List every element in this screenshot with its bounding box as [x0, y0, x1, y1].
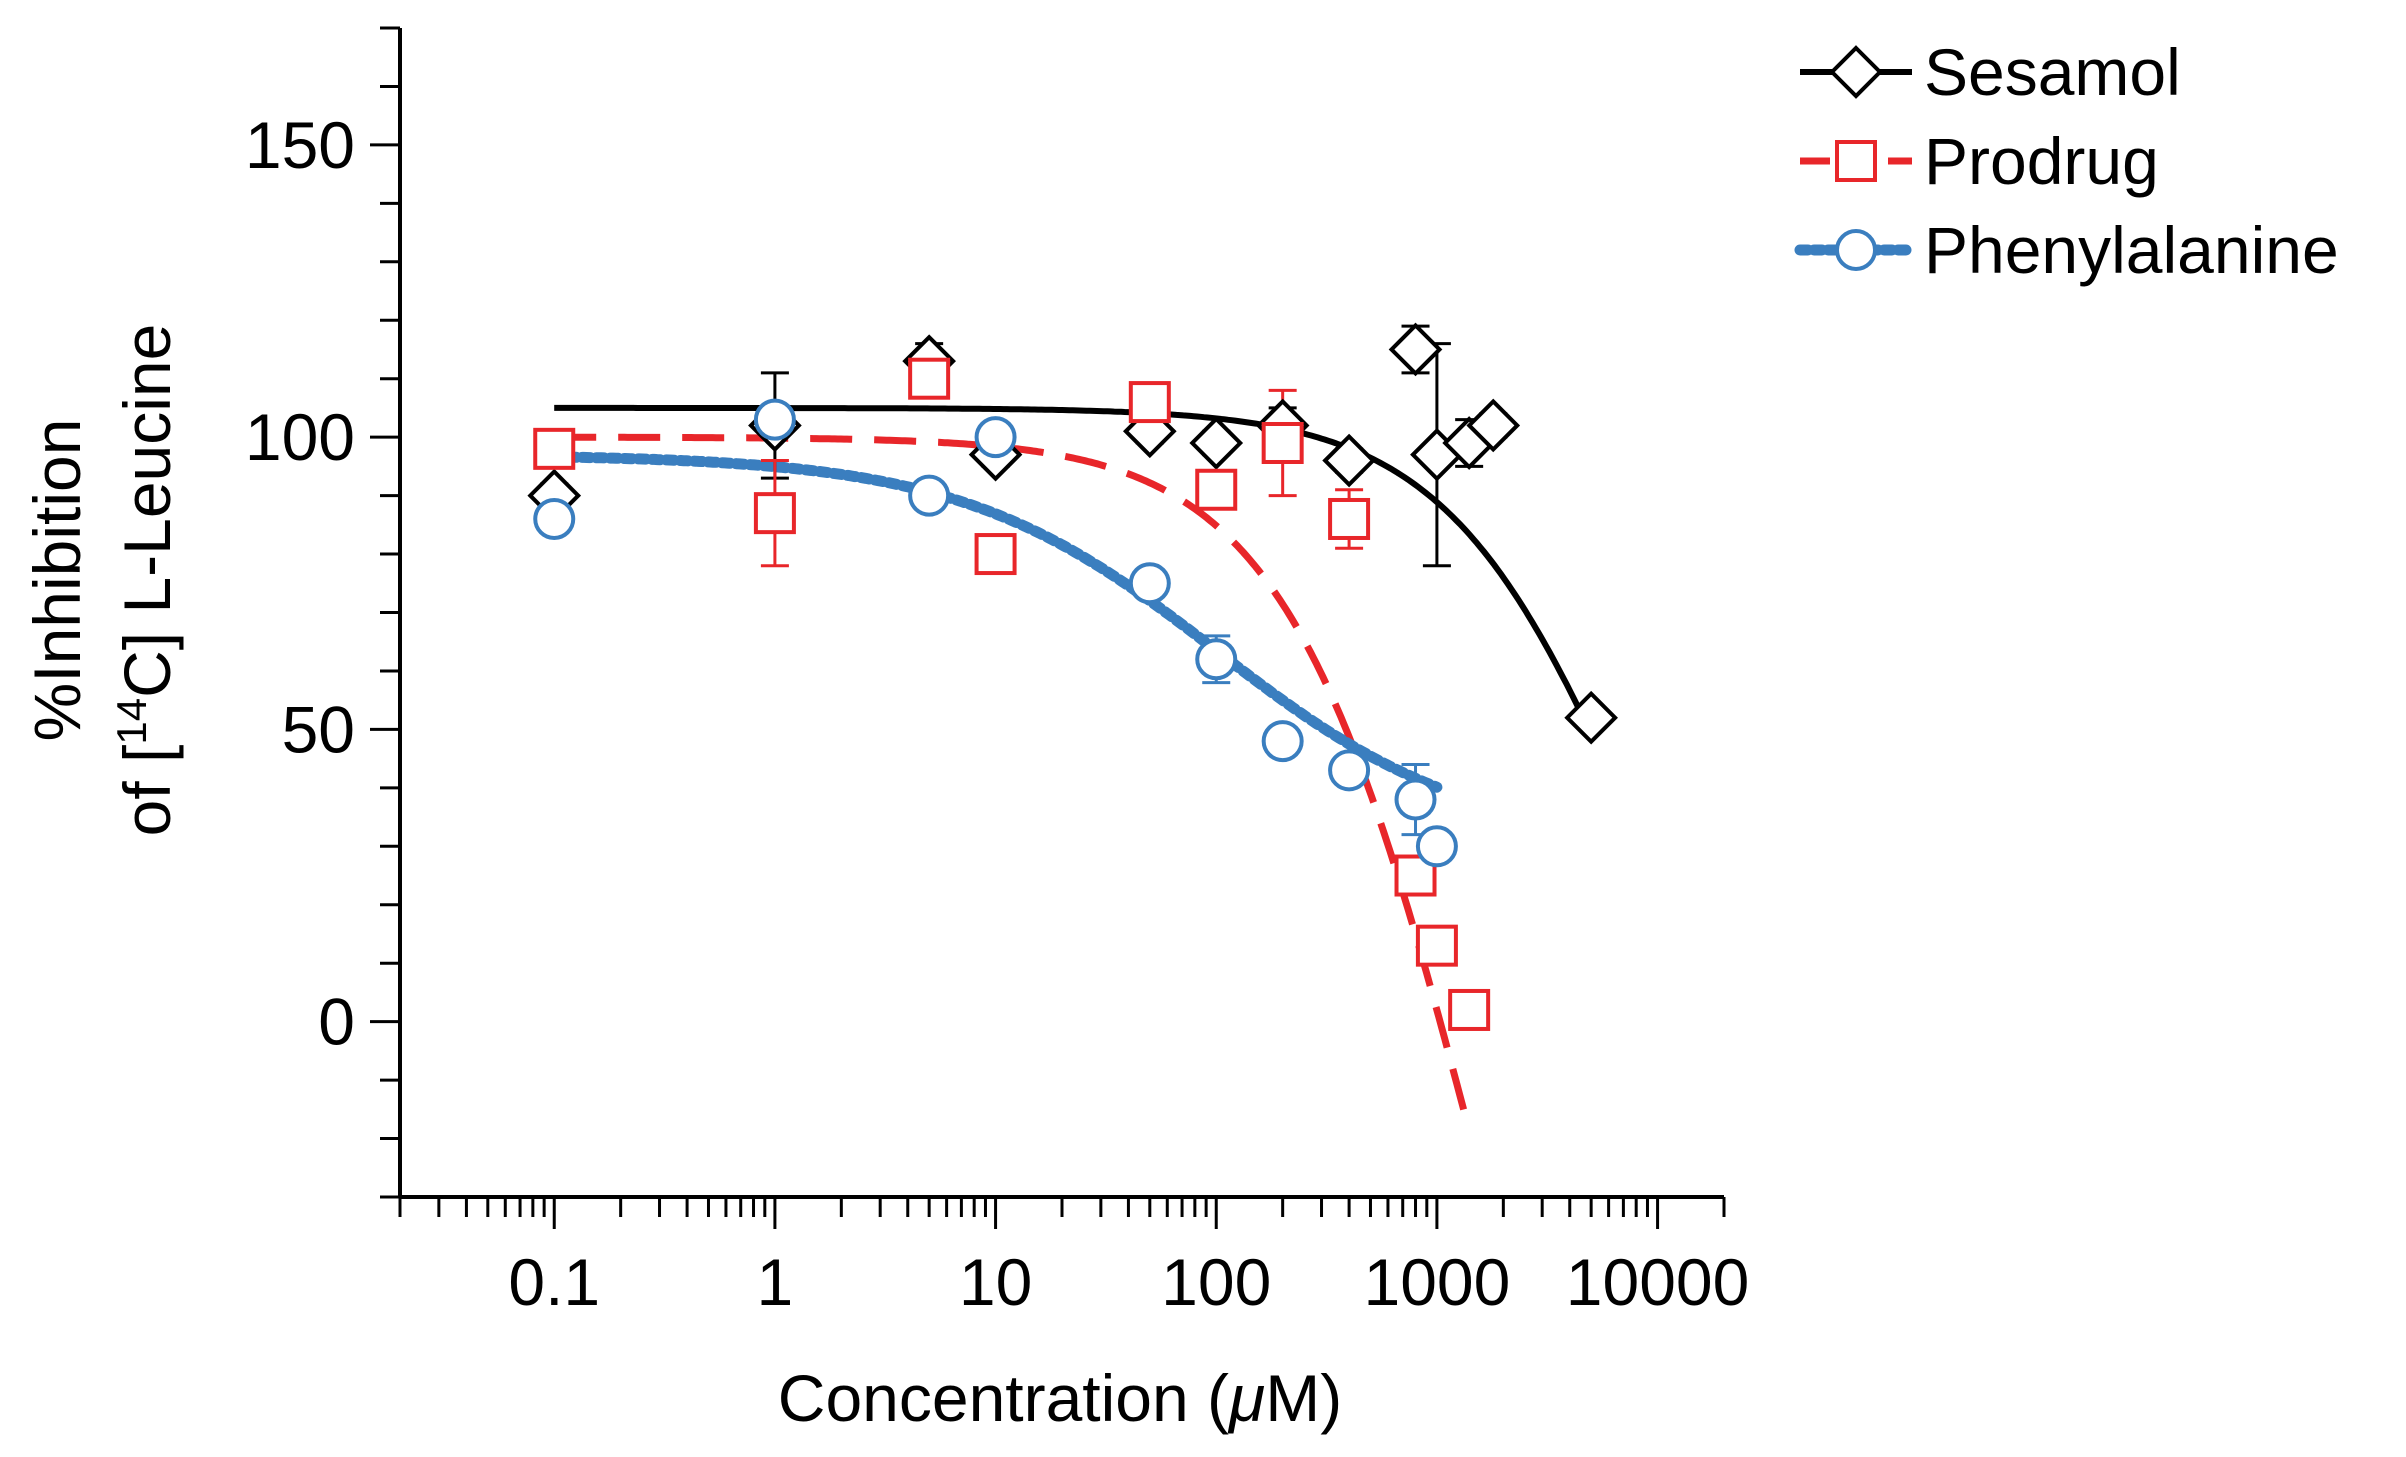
- legend-prodrug-marker: [1835, 140, 1877, 182]
- phenylalanine-data-point: [1394, 778, 1437, 821]
- x-tick-label: 0.1: [508, 1245, 600, 1319]
- x-tick-label: 1000: [1363, 1245, 1510, 1319]
- y-tick-label: 50: [282, 692, 355, 766]
- legend-sesamol-label: Sesamol: [1924, 35, 2181, 109]
- prodrug-data-point: [1195, 468, 1238, 511]
- y-tick-label: 0: [318, 985, 355, 1059]
- legend-phenylalanine-label: Phenylalanine: [1924, 213, 2339, 287]
- x-axis-title: Concentration (μM): [778, 1361, 1342, 1435]
- sesamol-fit-curve: [554, 404, 1594, 736]
- phenylalanine-data-point: [1128, 562, 1171, 605]
- phenylalanine-data-point: [1415, 825, 1458, 868]
- prodrug-data-point: [533, 427, 576, 470]
- phenylalanine-data-point: [533, 497, 576, 540]
- legend-phenylalanine-marker: [1835, 229, 1877, 271]
- x-tick-label: 10: [959, 1245, 1032, 1319]
- x-tick-label: 10000: [1566, 1245, 1750, 1319]
- prodrug-data-point: [908, 357, 951, 400]
- data-markers: [527, 322, 1618, 1031]
- prodrug-data-point: [974, 533, 1017, 576]
- y-axis-title-line2: of [14C] L-Leucine: [108, 324, 184, 837]
- sesamol-data-point: [1466, 398, 1521, 453]
- prodrug-data-point: [1415, 924, 1458, 967]
- sesamol-data-point: [1388, 322, 1443, 377]
- phenylalanine-data-point: [753, 398, 796, 441]
- prodrug-data-point: [1448, 988, 1491, 1031]
- phenylalanine-data-point: [1261, 720, 1304, 763]
- y-tick-label: 100: [245, 400, 355, 474]
- legend: Sesamol Prodrug Phenylalanine: [1794, 35, 2339, 287]
- y-axis-title-line1: %Inhibition: [20, 419, 94, 742]
- phenylalanine-data-point: [1328, 749, 1371, 792]
- sesamol-data-point: [1564, 690, 1618, 745]
- prodrug-data-point: [1328, 497, 1371, 540]
- prodrug-data-point: [1394, 854, 1437, 897]
- y-tick-label: 150: [245, 108, 355, 182]
- legend-sesamol-marker: [1829, 45, 1883, 99]
- prodrug-data-point: [1261, 421, 1304, 464]
- prodrug-data-point: [1128, 381, 1171, 424]
- phenylalanine-data-point: [908, 474, 951, 517]
- phenylalanine-data-point: [974, 416, 1017, 459]
- phenylalanine-fit-curve: [548, 451, 1443, 793]
- sesamol-data-point: [1189, 416, 1244, 470]
- sesamol-data-point: [1322, 433, 1376, 488]
- axes: 0 50 100 150 0.1 1 10 100 1000 10000: [245, 26, 1750, 1319]
- phenylalanine-data-point: [1195, 638, 1238, 681]
- error-bars: [540, 324, 1508, 1024]
- x-tick-label: 1: [757, 1245, 794, 1319]
- prodrug-data-point: [753, 492, 796, 535]
- x-tick-label: 100: [1161, 1245, 1271, 1319]
- legend-prodrug-label: Prodrug: [1924, 124, 2159, 198]
